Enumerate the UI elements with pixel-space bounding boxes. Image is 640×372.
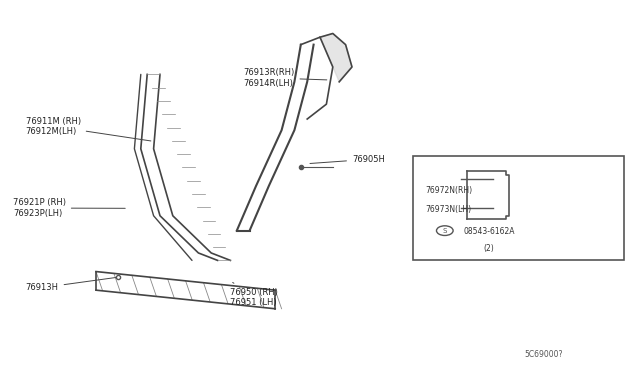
Text: 5C69000?: 5C69000? [525,350,563,359]
Bar [413,156,624,260]
Text: 76973N(LH): 76973N(LH) [426,205,472,214]
Text: 08543-6162A: 08543-6162A [464,227,515,236]
Text: 76905H: 76905H [310,155,385,164]
Text: 76911M (RH)
76912M(LH): 76911M (RH) 76912M(LH) [26,116,151,141]
Text: S: S [443,228,447,234]
Text: 76913R(RH)
76914R(LH): 76913R(RH) 76914R(LH) [243,68,327,87]
Text: 76972N(RH): 76972N(RH) [426,186,473,195]
Text: (2): (2) [483,244,494,253]
Text: 76921P (RH)
76923P(LH): 76921P (RH) 76923P(LH) [13,198,125,218]
Text: 76913H: 76913H [26,278,116,292]
Polygon shape [320,33,352,82]
Text: 76950 (RH)
76951 (LH): 76950 (RH) 76951 (LH) [230,282,278,307]
